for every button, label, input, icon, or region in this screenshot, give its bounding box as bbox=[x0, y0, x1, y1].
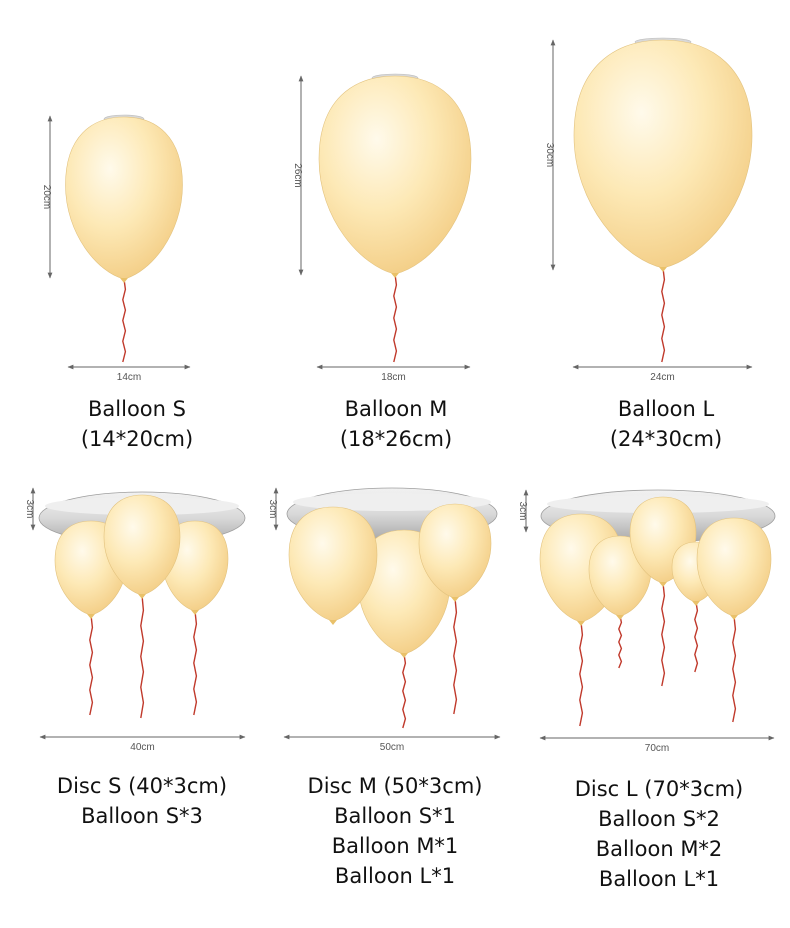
width-label: 14cm bbox=[117, 372, 141, 383]
height-dimension: 30cm bbox=[544, 39, 556, 271]
balloon-knot bbox=[329, 620, 337, 625]
balloon-knot bbox=[138, 594, 146, 599]
caption-balloon-l: Balloon L (24*30cm) bbox=[566, 394, 766, 454]
balloon-string bbox=[453, 597, 458, 715]
balloon-string bbox=[661, 267, 666, 363]
product-name: Balloon M bbox=[344, 397, 448, 421]
balloon bbox=[696, 517, 772, 723]
balloon-string bbox=[89, 614, 94, 716]
height-label: 3cm bbox=[517, 502, 528, 521]
disc-title: Disc M (50*3cm) bbox=[307, 774, 483, 798]
balloon bbox=[103, 494, 181, 719]
width-label: 24cm bbox=[650, 372, 674, 383]
balloon-string bbox=[140, 594, 145, 719]
balloon bbox=[418, 503, 492, 715]
width-label: 70cm bbox=[645, 743, 669, 754]
width-dimension: 18cm bbox=[316, 364, 471, 383]
balloon-string bbox=[732, 615, 737, 723]
product-size: (24*30cm) bbox=[609, 427, 723, 451]
caption-balloon-m: Balloon M (18*26cm) bbox=[296, 394, 496, 454]
balloon-knot bbox=[730, 615, 738, 620]
balloon-body bbox=[318, 75, 472, 275]
width-dimension: 40cm bbox=[39, 734, 246, 753]
height-dimension: 3cm bbox=[267, 487, 279, 531]
balloon-knot bbox=[400, 653, 408, 658]
disc-title: Disc L (70*3cm) bbox=[574, 777, 744, 801]
product-size: (18*26cm) bbox=[339, 427, 453, 451]
height-dimension: 3cm bbox=[517, 489, 529, 533]
caption-balloon-s: Balloon S (14*20cm) bbox=[37, 394, 237, 454]
width-dimension: 50cm bbox=[283, 734, 501, 753]
disc-contents: Balloon S*3 bbox=[81, 804, 203, 828]
height-label: 30cm bbox=[544, 143, 555, 167]
width-dimension: 24cm bbox=[572, 364, 753, 383]
disc-contents: Balloon M*1 bbox=[331, 834, 459, 858]
balloon bbox=[573, 39, 753, 363]
height-label: 20cm bbox=[41, 185, 52, 209]
width-dimension: 14cm bbox=[67, 364, 191, 383]
balloon-body bbox=[65, 116, 183, 280]
height-dimension: 20cm bbox=[41, 115, 53, 279]
height-label: 26cm bbox=[292, 163, 303, 187]
balloon-knot bbox=[391, 273, 399, 278]
disc-contents: Balloon S*2 bbox=[598, 807, 720, 831]
height-label: 3cm bbox=[267, 500, 278, 519]
balloon-knot bbox=[577, 621, 585, 626]
balloon-body bbox=[573, 39, 753, 269]
balloon bbox=[65, 116, 183, 363]
disc-contents: Balloon L*1 bbox=[334, 864, 456, 888]
product-name: Balloon S bbox=[88, 397, 186, 421]
width-dimension: 70cm bbox=[539, 735, 775, 754]
width-label: 18cm bbox=[381, 372, 405, 383]
height-dimension: 3cm bbox=[24, 487, 36, 531]
balloon-body bbox=[696, 517, 772, 617]
disc-contents: Balloon L*1 bbox=[598, 867, 720, 891]
balloon-string bbox=[579, 621, 584, 727]
balloon bbox=[288, 506, 378, 625]
product-name: Balloon L bbox=[617, 397, 715, 421]
balloon-string bbox=[694, 601, 699, 673]
balloon-string bbox=[393, 273, 398, 363]
balloon-body bbox=[103, 494, 181, 596]
height-label: 3cm bbox=[24, 500, 35, 519]
balloon-body bbox=[288, 506, 378, 622]
width-label: 50cm bbox=[380, 742, 404, 753]
balloon-knot bbox=[451, 597, 459, 602]
balloon-string bbox=[661, 582, 666, 687]
height-dimension: 26cm bbox=[292, 75, 304, 276]
width-label: 40cm bbox=[130, 742, 154, 753]
balloon-string bbox=[402, 653, 407, 729]
caption-disc-m: Disc M (50*3cm) Balloon S*1 Balloon M*1 … bbox=[280, 771, 510, 891]
product-size: (14*20cm) bbox=[80, 427, 194, 451]
caption-disc-l: Disc L (70*3cm) Balloon S*2 Balloon M*2 … bbox=[544, 774, 774, 894]
balloon-string bbox=[122, 278, 127, 363]
disc-contents: Balloon S*1 bbox=[334, 804, 456, 828]
balloon-knot bbox=[191, 610, 199, 615]
balloon-string bbox=[193, 610, 198, 716]
balloon-knot bbox=[692, 601, 700, 606]
disc-contents: Balloon M*2 bbox=[595, 837, 723, 861]
balloon-knot bbox=[659, 267, 667, 272]
balloon-knot bbox=[120, 278, 128, 283]
balloon-body bbox=[418, 503, 492, 599]
caption-disc-s: Disc S (40*3cm) Balloon S*3 bbox=[27, 771, 257, 831]
disc-title: Disc S (40*3cm) bbox=[56, 774, 228, 798]
balloon-knot bbox=[659, 582, 667, 587]
balloon-string bbox=[618, 615, 623, 669]
balloon-knot bbox=[616, 615, 624, 620]
balloon-knot bbox=[87, 614, 95, 619]
balloon bbox=[318, 75, 472, 363]
